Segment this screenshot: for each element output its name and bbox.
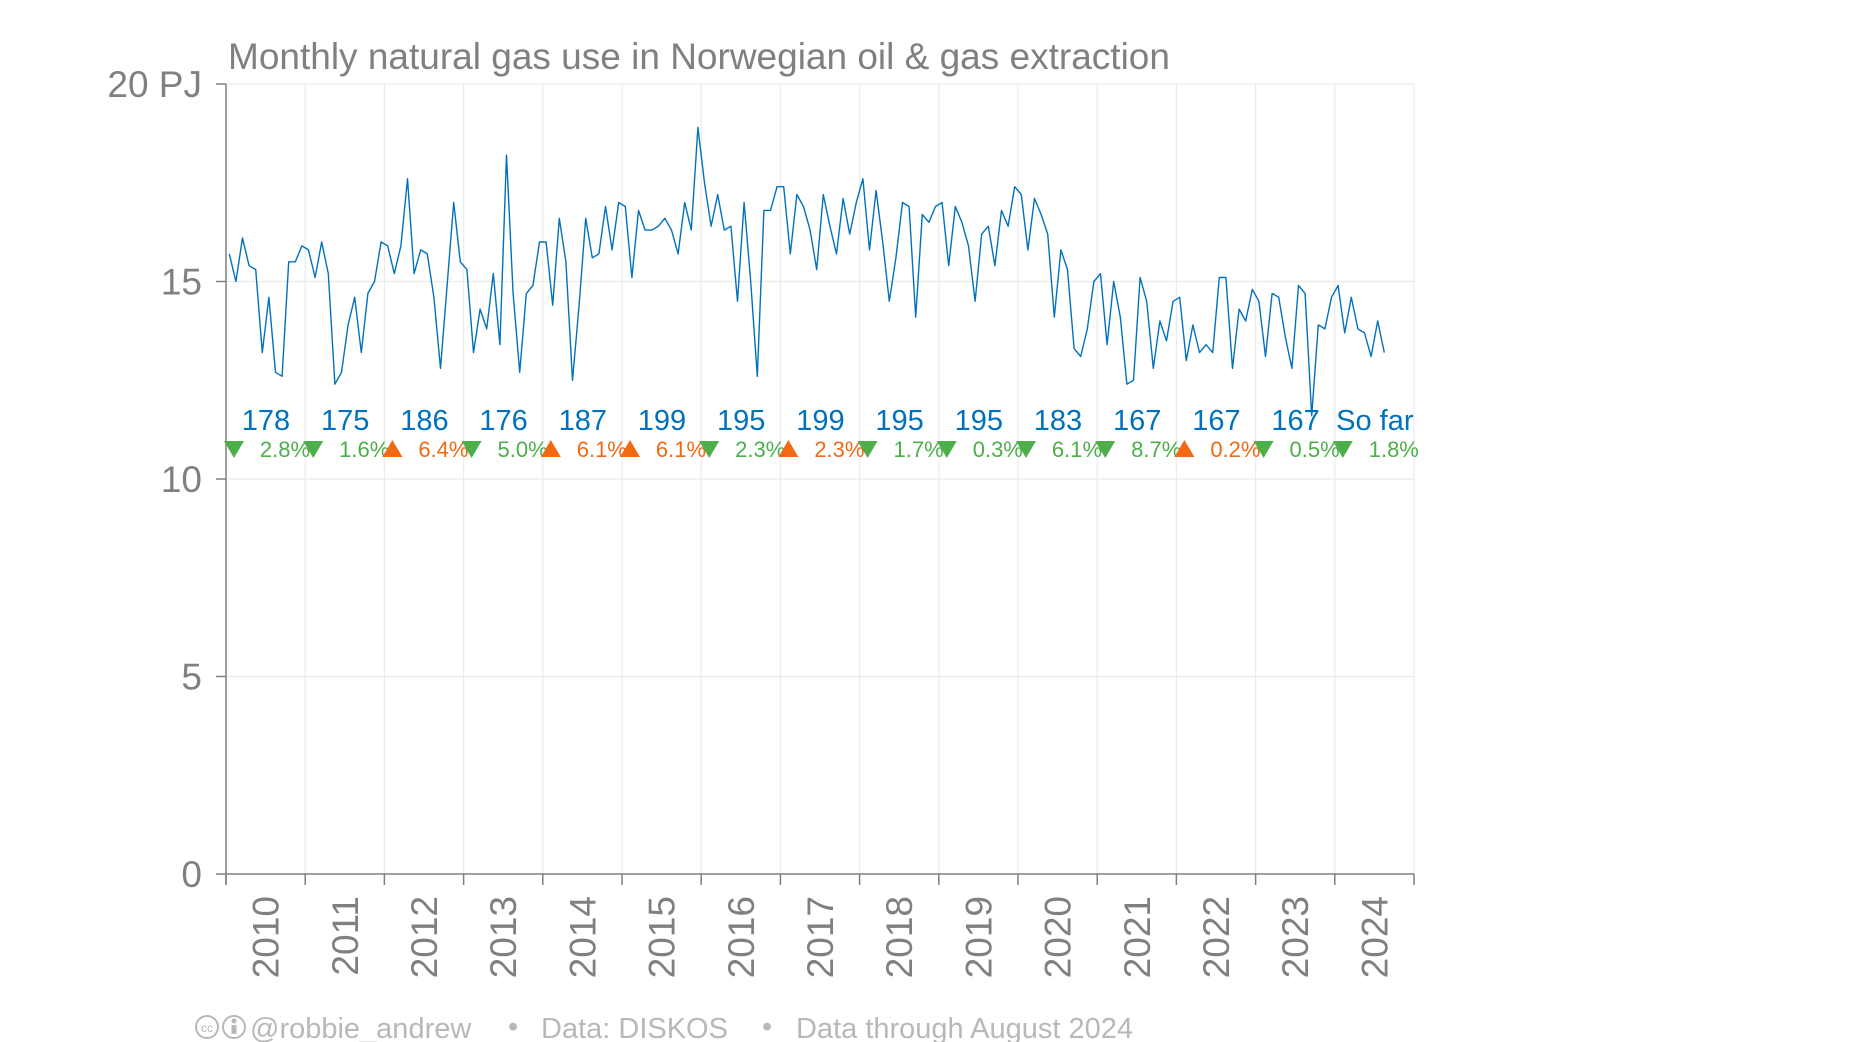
annual-total-label: 186	[400, 405, 448, 437]
annual-change-label: 6.1%	[577, 437, 627, 462]
annual-change-label: 2.8%	[260, 437, 310, 462]
svg-text:cc: cc	[201, 1021, 213, 1035]
footer-source: Data: DISKOS	[541, 1013, 728, 1042]
change-down-marker	[1016, 441, 1036, 458]
x-tick-label: 2018	[879, 896, 920, 978]
grid-lines	[225, 83, 1415, 874]
annual-change-label: 6.1%	[1052, 437, 1102, 462]
axes	[216, 83, 1415, 885]
x-tick-label: 2015	[642, 896, 683, 978]
annual-change-label: 1.6%	[339, 437, 389, 462]
cc-by-icons: cc	[195, 1015, 246, 1039]
x-tick-label: 2020	[1038, 896, 1079, 978]
annual-change-label: 8.7%	[1131, 437, 1181, 462]
annual-change-label: 0.5%	[1290, 437, 1340, 462]
x-tick-label: 2023	[1275, 896, 1316, 978]
annual-total-label: 183	[1034, 405, 1082, 437]
y-tick-label: 5	[181, 657, 202, 698]
change-down-marker	[1332, 441, 1353, 458]
x-tick-label: 2011	[325, 896, 366, 976]
series-polyline	[228, 126, 1385, 417]
change-down-marker	[936, 441, 957, 458]
annual-change-label: 6.4%	[418, 437, 468, 462]
change-down-marker	[1095, 441, 1116, 458]
x-tick-labels: 2010 2011 2012 2013 2014 2015 2016 2017 2018 2019…	[246, 896, 1396, 978]
series-line	[228, 126, 1385, 417]
footer-sep-1: •	[508, 1011, 518, 1042]
change-down-marker	[857, 441, 878, 458]
annual-change-label: 1.8%	[1369, 437, 1419, 462]
change-up-marker	[540, 440, 561, 457]
x-tick-label: 2017	[800, 896, 841, 978]
annual-total-label: 199	[796, 405, 844, 437]
annual-total-label: 167	[1113, 405, 1161, 437]
x-tick-label: 2024	[1354, 896, 1395, 978]
change-up-marker	[1174, 440, 1195, 457]
x-tick-label: 2019	[958, 896, 999, 978]
change-up-marker	[778, 440, 799, 457]
y-tick-label: 0	[181, 854, 202, 895]
annual-total-label: 167	[1271, 405, 1319, 437]
y-tick-label: 20 PJ	[107, 64, 202, 105]
annual-total-label: 175	[321, 405, 369, 437]
y-tick-labels: 0 5 10 15 20 PJ	[107, 64, 202, 895]
footer-sep-2: •	[762, 1011, 772, 1042]
footer: cc @robbie_andrew • Data: DISKOS • Data …	[195, 1011, 1133, 1042]
x-tick-label: 2013	[483, 896, 524, 978]
x-tick-label: 2016	[721, 896, 762, 978]
chart-title: Monthly natural gas use in Norwegian oil…	[228, 36, 1170, 77]
y-tick-label: 15	[161, 262, 202, 303]
annual-total-label: 199	[638, 405, 686, 437]
annual-change-label: 6.1%	[656, 437, 706, 462]
change-down-marker	[461, 441, 482, 458]
footer-author: @robbie_andrew	[250, 1013, 472, 1042]
x-tick-label: 2014	[562, 896, 603, 978]
footer-through: Data through August 2024	[796, 1013, 1133, 1042]
change-down-marker	[303, 441, 324, 458]
x-tick-label: 2012	[404, 896, 445, 978]
annual-annotations: 1782.8%1751.6%1866.4%1765.0%1876.1%1996.…	[224, 405, 1419, 462]
annual-change-label: 1.7%	[894, 437, 944, 462]
annual-total-label: 195	[955, 405, 1003, 437]
annual-change-label: 2.3%	[735, 437, 785, 462]
annual-total-label: 195	[717, 405, 765, 437]
annual-total-label: 195	[875, 405, 923, 437]
x-tick-label: 2010	[246, 896, 287, 978]
annual-change-label: 5.0%	[498, 437, 548, 462]
change-up-marker	[620, 440, 640, 457]
change-up-marker	[382, 440, 403, 457]
annual-total-label: 178	[242, 405, 290, 437]
annual-change-label: 2.3%	[814, 437, 864, 462]
x-tick-label: 2021	[1117, 896, 1158, 978]
change-down-marker	[224, 441, 244, 458]
change-down-marker	[1253, 441, 1274, 458]
y-tick-label: 10	[161, 459, 202, 500]
annual-total-label: 176	[479, 405, 527, 437]
annual-change-label: 0.2%	[1210, 437, 1260, 462]
annual-total-label: 187	[559, 405, 607, 437]
annual-total-label: 167	[1192, 405, 1240, 437]
change-down-marker	[699, 441, 720, 458]
annual-total-label: So far	[1336, 405, 1414, 437]
annual-change-label: 0.3%	[973, 437, 1023, 462]
x-tick-label: 2022	[1196, 896, 1237, 978]
